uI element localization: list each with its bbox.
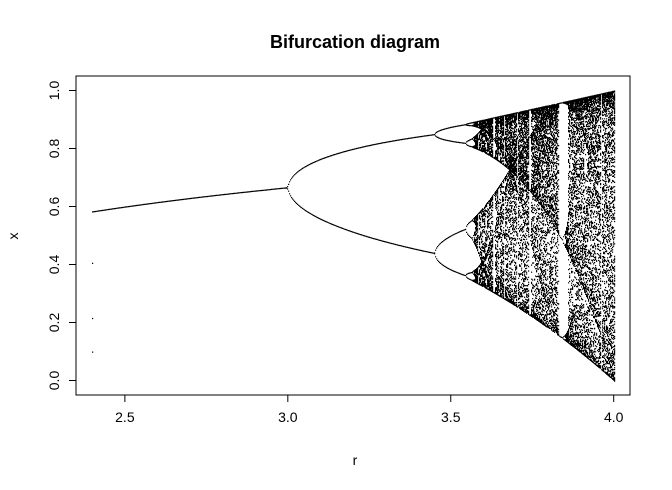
x-tick-label: 3.5 [441, 409, 461, 425]
y-axis: 0.0 0.2 0.4 0.6 0.8 1.0 [46, 81, 77, 391]
y-tick-label: 0.6 [46, 197, 62, 217]
bifurcation-points [92, 90, 616, 382]
x-tick-label: 2.5 [115, 409, 135, 425]
x-axis-label: r [353, 452, 358, 468]
data-points-layer [92, 90, 616, 382]
x-axis: 2.5 3.0 3.5 4.0 [115, 394, 624, 425]
chart-title: Bifurcation diagram [270, 32, 440, 52]
y-tick-label: 0.4 [46, 255, 62, 275]
x-tick-label: 4.0 [604, 409, 624, 425]
y-tick-label: 0.8 [46, 139, 62, 159]
y-tick-label: 0.2 [46, 313, 62, 333]
x-tick-label: 3.0 [278, 409, 298, 425]
y-axis-label: x [5, 233, 21, 240]
y-tick-label: 0.0 [46, 371, 62, 391]
y-tick-label: 1.0 [46, 81, 62, 101]
